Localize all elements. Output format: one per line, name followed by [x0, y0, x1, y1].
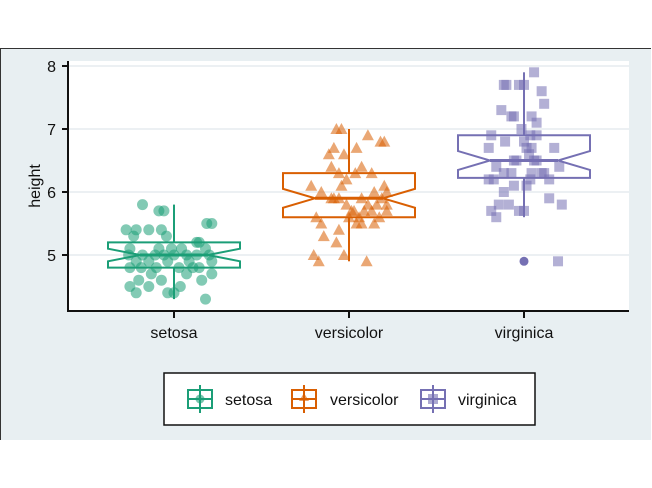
- legend-swatch-square-icon: [420, 385, 446, 413]
- legend-label: setosa: [225, 392, 272, 409]
- x-tick-label-versicolor: versicolor: [315, 325, 384, 342]
- legend: setosa versicolor virginica: [163, 372, 536, 426]
- y-axis-title: height: [27, 164, 44, 208]
- legend-label: virginica: [458, 392, 517, 409]
- points-virginica: [483, 67, 567, 267]
- x-axis: setosa versicolor virginica: [150, 311, 553, 342]
- legend-item-setosa: setosa: [187, 385, 272, 413]
- y-tick-label: 6: [47, 185, 56, 202]
- y-tick-label: 8: [47, 59, 56, 76]
- legend-swatch-triangle-icon: [291, 385, 317, 413]
- x-tick-label-virginica: virginica: [495, 325, 554, 342]
- legend-item-versicolor: versicolor: [291, 385, 399, 413]
- y-tick-label: 7: [47, 122, 56, 139]
- legend-item-virginica: virginica: [420, 385, 517, 413]
- points-versicolor: [305, 123, 393, 267]
- box-versicolor: [282, 129, 416, 262]
- legend-label: versicolor: [330, 392, 399, 409]
- y-axis: 5 6 7 8 height: [27, 59, 68, 265]
- legend-swatch-circle-icon: [187, 385, 213, 413]
- x-tick-label-setosa: setosa: [150, 325, 197, 342]
- y-tick-label: 5: [47, 248, 56, 265]
- data-points: [120, 67, 567, 305]
- points-setosa: [120, 199, 218, 305]
